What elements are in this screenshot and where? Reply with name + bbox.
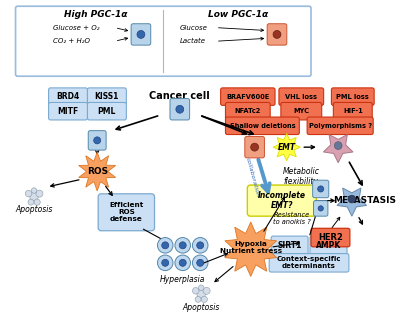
Circle shape bbox=[176, 105, 184, 113]
Circle shape bbox=[197, 259, 204, 266]
Polygon shape bbox=[79, 152, 116, 191]
Text: EMT: EMT bbox=[278, 143, 296, 152]
Circle shape bbox=[30, 192, 38, 201]
Circle shape bbox=[179, 242, 186, 249]
FancyBboxPatch shape bbox=[314, 201, 328, 216]
Circle shape bbox=[179, 259, 186, 266]
Text: PML: PML bbox=[98, 107, 116, 116]
FancyBboxPatch shape bbox=[221, 88, 275, 105]
Circle shape bbox=[175, 238, 190, 253]
Text: AMPK: AMPK bbox=[316, 241, 341, 250]
Text: ROS: ROS bbox=[87, 167, 108, 176]
Text: PML loss: PML loss bbox=[336, 94, 369, 100]
Text: MYC: MYC bbox=[293, 108, 309, 114]
FancyBboxPatch shape bbox=[313, 180, 329, 198]
Text: Apoptosis: Apoptosis bbox=[182, 303, 220, 312]
Circle shape bbox=[175, 255, 190, 271]
Circle shape bbox=[195, 296, 201, 302]
FancyBboxPatch shape bbox=[98, 194, 154, 231]
FancyBboxPatch shape bbox=[332, 88, 374, 105]
Polygon shape bbox=[273, 134, 300, 161]
FancyBboxPatch shape bbox=[88, 131, 106, 150]
FancyBboxPatch shape bbox=[271, 236, 308, 254]
FancyBboxPatch shape bbox=[226, 117, 299, 135]
Circle shape bbox=[203, 287, 210, 294]
Circle shape bbox=[158, 238, 173, 253]
Circle shape bbox=[251, 143, 258, 151]
Circle shape bbox=[192, 238, 208, 253]
Circle shape bbox=[94, 137, 101, 144]
Circle shape bbox=[137, 30, 145, 38]
Circle shape bbox=[25, 190, 32, 197]
Text: Shallow deletions: Shallow deletions bbox=[230, 123, 295, 129]
Text: SIRT1: SIRT1 bbox=[278, 241, 302, 250]
FancyBboxPatch shape bbox=[267, 24, 287, 45]
Circle shape bbox=[192, 255, 208, 271]
Circle shape bbox=[197, 242, 204, 249]
FancyBboxPatch shape bbox=[16, 6, 311, 76]
FancyBboxPatch shape bbox=[245, 136, 264, 158]
Text: BRAFV600E: BRAFV600E bbox=[226, 94, 270, 100]
Text: Glucose + O₂: Glucose + O₂ bbox=[54, 25, 100, 31]
Circle shape bbox=[28, 199, 34, 205]
FancyBboxPatch shape bbox=[311, 228, 350, 247]
FancyBboxPatch shape bbox=[247, 185, 316, 216]
Text: MITF: MITF bbox=[58, 107, 79, 116]
Text: Apoptosis: Apoptosis bbox=[15, 205, 53, 214]
Text: CO₂ + H₂O: CO₂ + H₂O bbox=[54, 38, 90, 44]
Circle shape bbox=[318, 206, 323, 211]
Polygon shape bbox=[337, 188, 367, 216]
FancyBboxPatch shape bbox=[226, 102, 270, 120]
Text: Resistance
to anoikis ?: Resistance to anoikis ? bbox=[273, 212, 310, 225]
FancyBboxPatch shape bbox=[333, 102, 372, 120]
Text: VHL loss: VHL loss bbox=[285, 94, 317, 100]
Text: Hyperplasia: Hyperplasia bbox=[160, 275, 206, 284]
Circle shape bbox=[348, 195, 356, 203]
Text: Low PGC-1α: Low PGC-1α bbox=[208, 9, 268, 18]
Text: Glucose: Glucose bbox=[180, 25, 208, 31]
Text: HIF-1: HIF-1 bbox=[343, 108, 363, 114]
Text: Cancer cell: Cancer cell bbox=[150, 91, 210, 101]
Circle shape bbox=[36, 190, 43, 197]
Text: KISS1: KISS1 bbox=[95, 92, 119, 101]
FancyBboxPatch shape bbox=[48, 102, 88, 120]
Circle shape bbox=[318, 186, 324, 192]
Polygon shape bbox=[225, 222, 277, 276]
FancyBboxPatch shape bbox=[170, 99, 190, 120]
Text: BRD4: BRD4 bbox=[56, 92, 80, 101]
Text: METASTASIS: METASTASIS bbox=[333, 196, 396, 205]
Text: Lactate: Lactate bbox=[180, 38, 206, 44]
FancyBboxPatch shape bbox=[310, 236, 347, 254]
Circle shape bbox=[158, 255, 173, 271]
Text: Context-specific
determinants: Context-specific determinants bbox=[277, 256, 341, 269]
Circle shape bbox=[273, 30, 281, 38]
FancyBboxPatch shape bbox=[88, 102, 126, 120]
Text: HER2: HER2 bbox=[318, 233, 343, 242]
FancyBboxPatch shape bbox=[88, 88, 126, 105]
Text: High PGC-1α: High PGC-1α bbox=[64, 9, 127, 18]
FancyBboxPatch shape bbox=[269, 254, 349, 272]
FancyBboxPatch shape bbox=[307, 117, 373, 135]
Circle shape bbox=[198, 285, 204, 290]
Circle shape bbox=[162, 259, 169, 266]
Circle shape bbox=[197, 290, 206, 298]
Text: Hypoxia
Nutrient stress: Hypoxia Nutrient stress bbox=[220, 241, 282, 254]
FancyBboxPatch shape bbox=[279, 88, 324, 105]
Text: collaboration: collaboration bbox=[245, 157, 260, 198]
FancyBboxPatch shape bbox=[48, 88, 88, 105]
Circle shape bbox=[192, 288, 199, 294]
Text: NFATc2: NFATc2 bbox=[235, 108, 261, 114]
Circle shape bbox=[31, 188, 37, 193]
Circle shape bbox=[34, 199, 40, 205]
FancyBboxPatch shape bbox=[281, 102, 322, 120]
Text: Efficient
ROS
defense: Efficient ROS defense bbox=[109, 202, 144, 222]
Text: Polymorphisms ?: Polymorphisms ? bbox=[308, 123, 372, 129]
Circle shape bbox=[201, 296, 207, 302]
Circle shape bbox=[334, 142, 342, 150]
Text: Incomplete
EMT?: Incomplete EMT? bbox=[258, 191, 306, 210]
FancyBboxPatch shape bbox=[131, 24, 151, 45]
Text: Metabolic
flexibility: Metabolic flexibility bbox=[283, 167, 320, 186]
Polygon shape bbox=[324, 135, 353, 163]
Circle shape bbox=[162, 242, 169, 249]
